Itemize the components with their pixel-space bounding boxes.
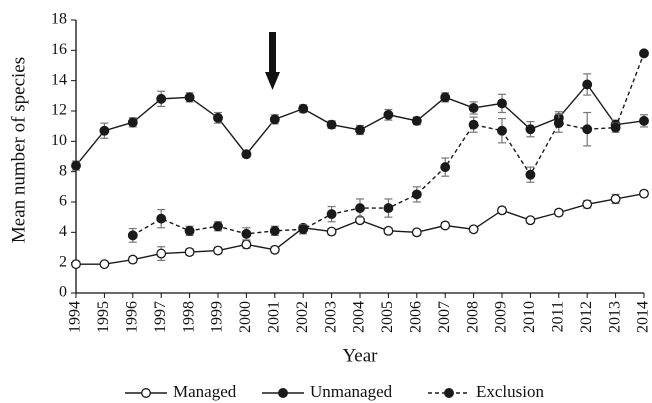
y-tick-label: 14 bbox=[51, 71, 67, 88]
marker bbox=[440, 162, 451, 173]
x-tick-label: 2004 bbox=[351, 301, 368, 333]
marker bbox=[610, 122, 621, 133]
y-axis-label: Mean number of species bbox=[8, 57, 29, 243]
marker bbox=[241, 239, 252, 250]
x-tick-label: 2014 bbox=[635, 301, 652, 333]
marker bbox=[156, 213, 167, 224]
marker bbox=[99, 259, 110, 270]
marker bbox=[213, 112, 223, 123]
x-tick-label: 2000 bbox=[237, 301, 254, 333]
y-tick-label: 4 bbox=[59, 223, 67, 240]
x-tick-label: 2003 bbox=[322, 301, 339, 333]
y-tick-label: 16 bbox=[51, 41, 67, 58]
marker bbox=[383, 109, 394, 120]
legend-label: Unmanaged bbox=[310, 382, 393, 401]
marker bbox=[553, 118, 564, 129]
marker bbox=[326, 209, 337, 220]
marker bbox=[269, 244, 280, 255]
marker bbox=[525, 169, 536, 180]
marker bbox=[184, 225, 195, 236]
marker bbox=[639, 115, 649, 126]
event-arrow bbox=[265, 32, 280, 90]
marker bbox=[71, 160, 81, 171]
x-tick-label: 2001 bbox=[265, 301, 282, 333]
x-tick-label: 2002 bbox=[294, 301, 311, 333]
y-tick-label: 6 bbox=[59, 193, 67, 210]
x-tick-label: 2007 bbox=[436, 301, 453, 333]
x-tick-label: 2009 bbox=[493, 301, 510, 333]
marker bbox=[127, 117, 138, 128]
x-tick-label: 2010 bbox=[521, 301, 538, 333]
x-tick-label: 2005 bbox=[379, 301, 396, 333]
marker bbox=[99, 125, 110, 136]
x-tick-label: 2012 bbox=[578, 301, 595, 333]
marker bbox=[184, 92, 195, 103]
marker bbox=[156, 248, 167, 259]
marker bbox=[269, 225, 280, 236]
marker bbox=[411, 189, 422, 200]
marker bbox=[468, 103, 479, 113]
marker bbox=[639, 48, 649, 59]
marker bbox=[298, 224, 309, 235]
marker bbox=[355, 125, 365, 135]
marker bbox=[355, 203, 365, 214]
x-tick-label: 2013 bbox=[606, 301, 623, 333]
marker bbox=[127, 254, 138, 265]
x-axis-label: Year bbox=[342, 345, 378, 366]
x-tick-label: 1994 bbox=[67, 301, 84, 333]
marker bbox=[440, 220, 451, 231]
y-tick-label: 8 bbox=[59, 162, 67, 179]
legend-label: Managed bbox=[173, 382, 237, 401]
x-tick-label: 1995 bbox=[95, 301, 112, 333]
marker bbox=[468, 119, 479, 130]
marker bbox=[383, 203, 394, 214]
marker bbox=[326, 119, 337, 130]
legend-label: Exclusion bbox=[476, 382, 544, 401]
x-tick-label: 2011 bbox=[549, 301, 566, 332]
marker bbox=[497, 125, 507, 136]
legend-marker bbox=[141, 388, 151, 398]
marker bbox=[156, 93, 167, 104]
marker bbox=[213, 245, 223, 256]
marker bbox=[71, 259, 81, 270]
marker bbox=[525, 215, 536, 226]
marker bbox=[497, 98, 507, 109]
marker bbox=[326, 226, 337, 237]
marker bbox=[582, 124, 593, 135]
x-tick-label: 1998 bbox=[180, 301, 197, 333]
y-tick-label: 12 bbox=[51, 102, 67, 119]
y-tick-label: 18 bbox=[51, 11, 67, 28]
marker bbox=[411, 227, 422, 238]
marker bbox=[241, 149, 252, 160]
marker bbox=[525, 124, 536, 135]
x-tick-label: 2006 bbox=[407, 301, 424, 333]
marker bbox=[383, 225, 394, 236]
x-tick-label: 1999 bbox=[209, 301, 226, 333]
y-tick-label: 0 bbox=[59, 284, 67, 301]
marker bbox=[468, 224, 479, 235]
marker bbox=[497, 205, 507, 216]
y-tick-label: 10 bbox=[51, 132, 67, 149]
marker bbox=[213, 221, 223, 232]
legend-marker bbox=[444, 388, 454, 398]
x-tick-label: 1997 bbox=[152, 301, 169, 333]
marker bbox=[411, 115, 422, 126]
x-tick-label: 1996 bbox=[123, 301, 140, 333]
marker bbox=[184, 247, 195, 258]
y-tick-label: 2 bbox=[59, 253, 67, 270]
legend-marker bbox=[278, 388, 288, 398]
marker bbox=[127, 230, 138, 241]
marker bbox=[553, 207, 564, 218]
marker bbox=[610, 194, 621, 204]
marker bbox=[298, 103, 309, 114]
marker bbox=[241, 228, 252, 239]
x-tick-label: 2008 bbox=[464, 301, 481, 333]
marker bbox=[582, 199, 593, 210]
marker bbox=[269, 114, 280, 125]
marker bbox=[582, 79, 593, 90]
marker bbox=[639, 188, 649, 199]
marker bbox=[440, 92, 451, 103]
